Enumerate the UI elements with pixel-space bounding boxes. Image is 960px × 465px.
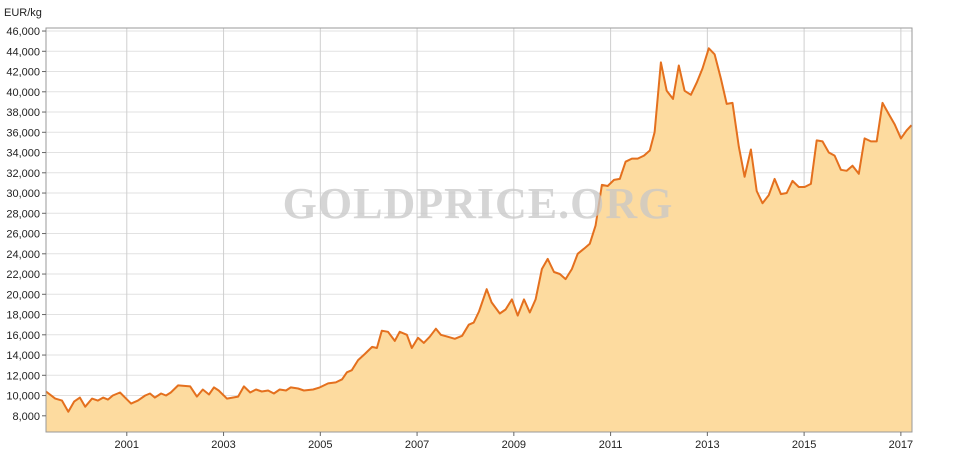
y-tick-label: 44,000 — [6, 46, 40, 58]
y-tick-label: 16,000 — [6, 330, 40, 342]
area-layer — [45, 47, 913, 433]
area-fill — [46, 48, 912, 433]
axes: 8,000 10,000 12,000 14,000 16,000 18,000 20,00… — [6, 26, 913, 451]
y-tick-label: 28,000 — [6, 208, 40, 220]
x-tick-label: 2007 — [405, 439, 429, 451]
y-tick-label: 40,000 — [6, 87, 40, 99]
y-tick-label: 12,000 — [6, 370, 40, 382]
watermark: GOLDPRICE.ORG — [283, 179, 674, 228]
x-tick-label: 2005 — [308, 439, 332, 451]
x-tick-label: 2001 — [115, 439, 139, 451]
x-tick-label: 2013 — [695, 439, 719, 451]
y-tick-label: 36,000 — [6, 127, 40, 139]
y-tick-label: 22,000 — [6, 269, 40, 281]
y-tick-label: 20,000 — [6, 289, 40, 301]
x-tick-label: 2009 — [502, 439, 526, 451]
y-axis-label: EUR/kg — [4, 7, 42, 19]
x-tick-label: 2017 — [889, 439, 913, 451]
y-tick-label: 30,000 — [6, 188, 40, 200]
y-tick-label: 42,000 — [6, 67, 40, 79]
y-tick-label: 26,000 — [6, 229, 40, 241]
y-tick-label: 32,000 — [6, 168, 40, 180]
x-tick-label: 2015 — [792, 439, 816, 451]
y-tick-label: 38,000 — [6, 107, 40, 119]
y-tick-label: 34,000 — [6, 148, 40, 160]
plot-border — [45, 27, 913, 433]
y-tick-label: 14,000 — [6, 350, 40, 362]
y-tick-label: 46,000 — [6, 26, 40, 38]
y-tick-label: 24,000 — [6, 249, 40, 261]
y-tick-label: 18,000 — [6, 310, 40, 322]
x-tick-label: 2003 — [211, 439, 235, 451]
price-line — [45, 47, 913, 413]
y-tick-label: 8,000 — [12, 411, 40, 423]
y-tick-label: 10,000 — [6, 391, 40, 403]
x-tick-label: 2011 — [599, 439, 623, 451]
